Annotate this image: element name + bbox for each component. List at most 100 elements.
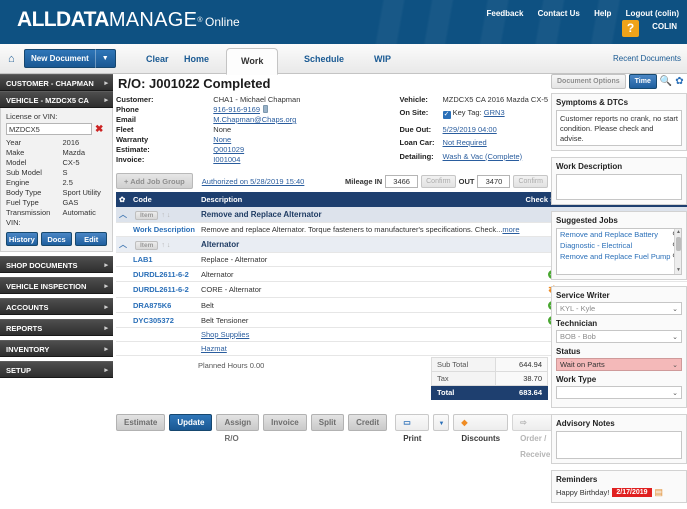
table-row: Fuel Type GAS [6, 198, 107, 208]
help-link[interactable]: Help [594, 9, 612, 18]
column-gear[interactable]: ✿ [116, 192, 130, 207]
mileage-in-input[interactable] [385, 174, 419, 188]
chevron-down-icon[interactable]: ▼ [94, 49, 109, 68]
item-code-link[interactable]: DURDL2611-6-2 [133, 269, 189, 279]
estimate-button[interactable]: Estimate [116, 414, 166, 431]
scrollbar[interactable]: ▲ ▼ [674, 229, 681, 274]
mileage-out-input[interactable] [477, 174, 511, 188]
work-description-text: Remove and replace Alternator. Torque fa… [200, 225, 503, 234]
sidebar-item-vehicle-inspection[interactable]: VEHICLE INSPECTION ▸ [0, 277, 113, 294]
sidebar-item-accounts[interactable]: ACCOUNTS ▸ [0, 298, 113, 315]
add-item-button[interactable]: Item [135, 240, 159, 250]
collapse-toggle[interactable]: ︿ [116, 236, 130, 253]
list-item[interactable]: Diagnostic - Electrical⚲ [557, 240, 681, 251]
due-out-link[interactable]: 5/29/2019 04:00 [442, 124, 497, 134]
contact-us-link[interactable]: Contact Us [537, 9, 580, 18]
add-item-button[interactable]: Item [135, 210, 159, 220]
logo-alldata: ALLDATA [17, 8, 109, 31]
row-description: Alternator [197, 266, 523, 282]
sidebar-item-inventory[interactable]: INVENTORY ▸ [0, 340, 113, 357]
help-icon[interactable]: ? [622, 20, 639, 37]
gear-icon[interactable]: ✿ [675, 76, 684, 87]
credit-button[interactable]: Credit [348, 414, 388, 431]
move-up-icon[interactable]: ↑ [161, 241, 165, 249]
time-tab[interactable]: Time [628, 74, 657, 89]
symptoms-textarea[interactable]: Customer reports no crank, no start cond… [556, 110, 682, 146]
sidebar-section-vehicle[interactable]: VEHICLE - MZDCX5 CA ▸ [0, 91, 113, 108]
assign-ro-button[interactable]: Assign R/O [216, 414, 260, 443]
move-down-icon[interactable]: ↓ [166, 241, 171, 249]
move-down-icon[interactable]: ↓ [166, 211, 171, 219]
list-item[interactable]: Remove and Replace Fuel Pump⚲ [557, 251, 681, 262]
item-code-link[interactable]: DURDL2611-6-2 [133, 285, 189, 294]
invoice-button[interactable]: Invoice [263, 414, 307, 431]
list-item[interactable]: Remove and Replace Battery⚲ [557, 229, 681, 240]
confirm-in-button[interactable]: Confirm [421, 174, 456, 188]
collapse-toggle[interactable]: ︿ [116, 207, 130, 223]
recent-documents-link[interactable]: Recent Documents [612, 54, 681, 63]
print-button[interactable]: ▭ Print [395, 414, 430, 443]
gear-icon[interactable]: ✿ [119, 195, 126, 204]
scrollbar-thumb[interactable] [676, 237, 681, 251]
key-tag-link[interactable]: GRN3 [483, 108, 505, 118]
docs-button[interactable]: Docs [40, 232, 73, 246]
loan-car-link[interactable]: Not Required [442, 138, 487, 148]
clear-vin-icon[interactable]: ✖ [95, 123, 104, 135]
shop-supplies-link[interactable]: Shop Supplies [200, 330, 250, 339]
search-icon[interactable]: 🔍 [659, 76, 673, 87]
authorized-link[interactable]: Authorized on 5/28/2019 15:40 [201, 176, 305, 186]
item-code-link[interactable]: DRA875K6 [133, 300, 172, 310]
technician-select[interactable]: BOB - Bob ⌄ [556, 330, 682, 343]
print-dropdown-button[interactable]: ▼ [433, 414, 450, 431]
work-type-select[interactable]: ⌄ [556, 386, 682, 399]
new-document-button[interactable]: New Document ▼ [24, 49, 116, 68]
scroll-up-icon[interactable]: ▲ [676, 229, 681, 235]
item-code-link[interactable]: DYC305372 [133, 315, 174, 325]
phone-link[interactable]: 916-916-9169 [213, 105, 260, 114]
sidebar-item-setup[interactable]: SETUP ▸ [0, 361, 113, 378]
service-writer-select[interactable]: KYL - Kyle ⌄ [556, 302, 682, 315]
nav-item-wip[interactable]: WIP [374, 54, 391, 64]
invoice-link[interactable]: I001004 [213, 155, 241, 164]
work-description-textarea[interactable] [556, 174, 682, 200]
update-ro-button[interactable]: Update R/O [169, 414, 213, 443]
history-button[interactable]: History [6, 232, 38, 246]
split-button[interactable]: Split [310, 414, 345, 431]
suggested-jobs-list[interactable]: Remove and Replace Battery⚲ Diagnostic -… [556, 228, 682, 275]
add-job-group-button[interactable]: + Add Job Group [116, 173, 193, 189]
detailing-link[interactable]: Wash & Vac (Complete) [442, 151, 523, 161]
advisory-notes-textarea[interactable] [556, 431, 682, 459]
reminder-row[interactable]: Happy Birthday! 2/17/2019 ▤ [556, 487, 682, 498]
document-options-button[interactable]: Document Options [551, 74, 626, 89]
nav-item-schedule[interactable]: Schedule [304, 54, 345, 64]
discounts-button[interactable]: ◆ Discounts [453, 414, 509, 443]
sidebar-item-shop-documents[interactable]: SHOP DOCUMENTS ▸ [0, 256, 113, 273]
hazmat-link[interactable]: Hazmat [200, 344, 227, 353]
home-icon[interactable]: ⌂ [8, 53, 15, 65]
license-vin-input[interactable] [6, 123, 92, 135]
estimate-link[interactable]: Q001029 [213, 145, 245, 154]
email-link[interactable]: M.Chapman@Chaps.org [213, 115, 297, 124]
nav-item-clear[interactable]: Clear [146, 54, 169, 64]
nav-item-work[interactable]: Work [226, 48, 279, 75]
logout-link[interactable]: Logout (colin) [625, 9, 679, 18]
warranty-link[interactable]: None [213, 135, 232, 144]
chevron-up-icon[interactable]: ︿ [119, 240, 127, 249]
status-select[interactable]: Wait on Parts ⌄ [556, 358, 682, 371]
item-code-link[interactable]: LAB1 [133, 255, 153, 264]
column-description: Description [197, 192, 523, 207]
scroll-down-icon[interactable]: ▼ [676, 267, 681, 273]
nav-item-home[interactable]: Home [184, 54, 210, 64]
work-description-label: Work Description [130, 222, 198, 237]
calendar-icon[interactable]: ▤ [654, 487, 664, 497]
checkbox-checked-icon[interactable]: ✓ [442, 111, 451, 120]
sidebar-section-customer[interactable]: CUSTOMER - CHAPMAN ▸ [0, 74, 113, 91]
table-row: Estimate: Q001029 [116, 145, 400, 155]
feedback-link[interactable]: Feedback [486, 9, 524, 18]
sidebar-item-reports[interactable]: REPORTS ▸ [0, 319, 113, 336]
confirm-out-button[interactable]: Confirm [513, 174, 548, 188]
edit-button[interactable]: Edit [75, 232, 108, 246]
chevron-up-icon[interactable]: ︿ [119, 210, 127, 219]
move-up-icon[interactable]: ↑ [161, 211, 165, 219]
more-link[interactable]: more [502, 225, 520, 234]
